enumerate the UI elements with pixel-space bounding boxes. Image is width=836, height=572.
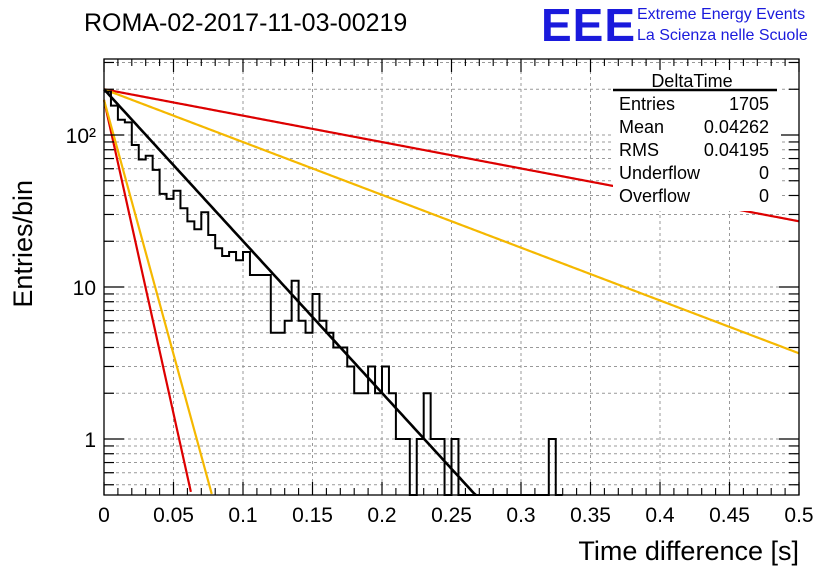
fit-curve-4 [102,99,213,495]
x-tick-label: 0.25 [431,504,472,527]
stats-box: DeltaTime Entries 1705 Mean 0.04262 RMS 0.041… [613,70,781,211]
stats-title: DeltaTime [651,71,732,91]
stats-value: 0.04262 [704,117,769,137]
x-axis-label: Time difference [s] [578,536,799,566]
histogram-outline [104,90,563,496]
y-axis-label: Entries/bin [8,180,38,308]
stats-value: 1705 [729,94,769,114]
x-tick-label: 0.4 [645,504,675,527]
x-tick-label: 0 [98,504,110,527]
x-tick-label: 0.5 [784,504,813,527]
x-tick-label: 0.2 [367,504,396,527]
eee-logo: EEE Extreme Energy Events La Scienza nel… [541,0,808,51]
chart-title: ROMA-02-2017-11-03-00219 [84,9,407,37]
stats-label: RMS [619,140,659,160]
stats-value: 0 [759,163,769,183]
eee-logo-mark: EEE [541,0,636,51]
stats-label: Underflow [619,163,701,183]
y-tick-label: 10 [73,277,96,300]
y-tick-label: 10² [66,125,96,148]
fit-curve-main [103,88,477,496]
stats-value: 0 [759,186,769,206]
x-tick-label: 0.35 [570,504,611,527]
x-tick-label: 0.1 [228,504,257,527]
y-tick-label: 1 [84,429,96,452]
x-tick-label: 0.05 [153,504,194,527]
x-tick-label: 0.15 [292,504,333,527]
stats-background [613,70,781,211]
eee-logo-line1: Extreme Energy Events [637,6,805,23]
histogram [103,88,563,496]
grid-lines [104,59,799,495]
stats-label: Overflow [619,186,691,206]
y-axis: 1 10 10² [66,61,799,486]
stats-label: Mean [619,117,664,137]
x-tick-label: 0.45 [709,504,750,527]
eee-logo-line2: La Scienza nelle Scuole [637,27,808,44]
fit-curve-3 [102,99,192,493]
fit-curve-2 [103,88,800,355]
x-tick-label: 0.3 [506,504,535,527]
stats-label: Entries [619,94,675,114]
stats-rows: Entries 1705 Mean 0.04262 RMS 0.04195Underflo… [619,94,769,206]
stats-value: 0.04195 [704,140,769,160]
